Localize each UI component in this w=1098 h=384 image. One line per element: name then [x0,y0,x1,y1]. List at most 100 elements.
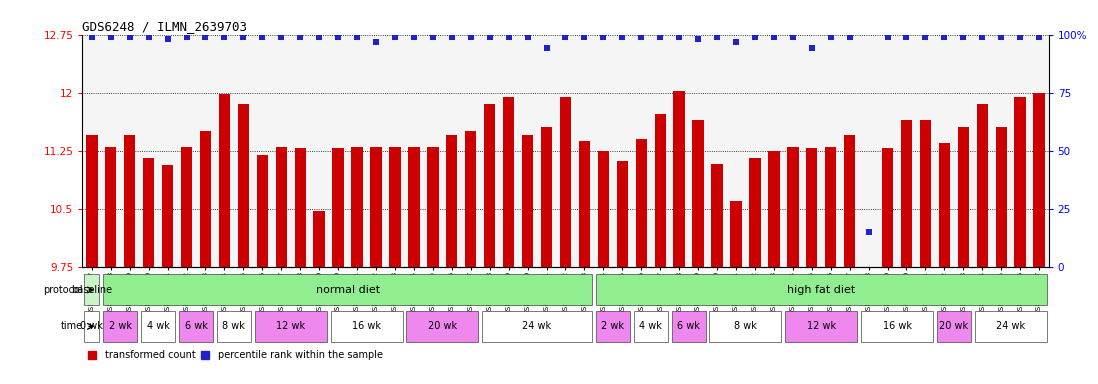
Bar [596,274,1046,306]
Point [595,34,613,40]
Text: baseline: baseline [71,285,112,295]
Bar [939,143,950,267]
Legend: transformed count, percentile rank within the sample: transformed count, percentile rank withi… [87,351,383,361]
Bar [257,155,268,267]
Point [841,34,859,40]
Bar [712,164,722,267]
Bar [503,96,514,267]
Point [708,34,726,40]
Bar [975,311,1046,342]
Bar [825,147,837,267]
Bar [672,311,706,342]
Point [557,34,574,40]
Bar [217,311,251,342]
Bar [920,120,931,267]
Text: 6 wk: 6 wk [184,321,208,331]
Point [632,34,650,40]
Bar [86,135,98,267]
Point [614,34,631,40]
Bar [294,148,306,267]
Point [671,34,688,40]
Bar [882,148,894,267]
Point [822,34,840,40]
Bar [937,311,971,342]
Bar [673,91,685,267]
Bar [1033,93,1045,267]
Point [500,34,517,40]
Bar [730,201,741,267]
Bar [769,151,780,267]
Point [121,34,138,40]
Point [348,34,366,40]
Bar [861,311,933,342]
Point [765,34,783,40]
Text: 8 wk: 8 wk [735,321,757,331]
Text: GDS6248 / ILMN_2639703: GDS6248 / ILMN_2639703 [82,20,247,33]
Point [747,34,764,40]
Point [690,36,707,42]
Bar [85,274,100,306]
Point [538,45,556,51]
Point [442,34,460,40]
Bar [181,147,192,267]
Point [254,34,271,40]
Bar [900,120,912,267]
Bar [333,148,344,267]
Bar [844,135,855,267]
Text: 16 wk: 16 wk [883,321,911,331]
Bar [693,120,704,267]
Bar [787,147,798,267]
Bar [103,274,592,306]
Bar [785,311,858,342]
Bar [370,147,382,267]
Point [1030,34,1047,40]
Text: 12 wk: 12 wk [807,321,836,331]
Point [405,34,423,40]
Point [462,34,480,40]
Point [159,36,177,42]
Bar [255,311,327,342]
Bar [597,151,609,267]
Point [311,34,328,40]
Point [651,34,669,40]
Bar [749,159,761,267]
Bar [579,141,590,267]
Bar [596,311,630,342]
Bar [466,131,477,267]
Point [272,34,290,40]
Bar [634,311,668,342]
Bar [200,131,211,267]
Bar [863,267,874,302]
Bar [351,147,362,267]
Bar [237,104,249,267]
Bar [143,159,155,267]
Text: 2 wk: 2 wk [602,321,625,331]
Bar [636,139,647,267]
Bar [408,147,419,267]
Bar [330,311,403,342]
Bar [427,147,438,267]
Point [386,34,404,40]
Bar [161,165,173,267]
Point [575,34,593,40]
Text: 20 wk: 20 wk [939,321,968,331]
Bar [482,311,592,342]
Point [803,45,820,51]
Point [954,34,972,40]
Text: protocol: protocol [43,285,82,295]
Text: time: time [60,321,82,331]
Point [993,34,1010,40]
Bar [957,127,970,267]
Text: 24 wk: 24 wk [996,321,1026,331]
Point [784,34,802,40]
Bar [314,211,325,267]
Point [83,34,101,40]
Bar [996,127,1007,267]
Bar [85,311,100,342]
Bar [124,135,135,267]
Text: 4 wk: 4 wk [639,321,662,331]
Bar [560,96,571,267]
Point [367,38,384,45]
Bar [446,135,458,267]
Bar [806,148,817,267]
